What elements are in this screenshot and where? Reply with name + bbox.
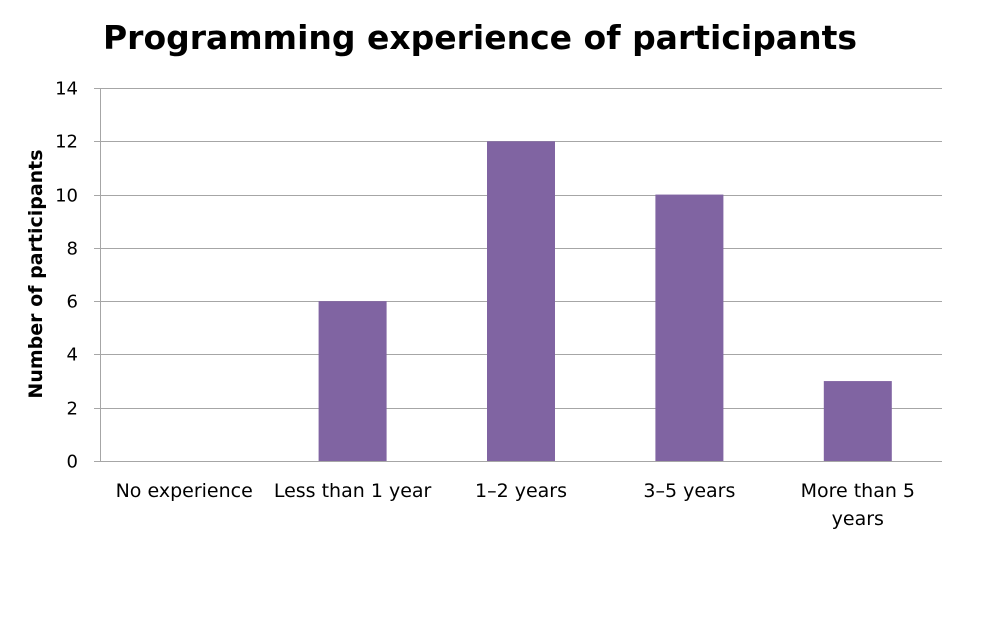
y-tick-labels: 0 2 4 6 8 10 12 14 xyxy=(55,79,78,473)
bar xyxy=(487,141,555,461)
x-tick-labels: No experience Less than 1 year 1–2 years 3–… xyxy=(116,480,915,530)
x-tick-label: More than 5 xyxy=(801,480,915,502)
y-tick-label: 14 xyxy=(55,79,78,100)
x-tick-label: years xyxy=(832,508,884,530)
y-tick-label: 2 xyxy=(67,399,78,420)
x-tick-label: Less than 1 year xyxy=(274,480,432,502)
x-tick-label: 3–5 years xyxy=(643,480,735,502)
y-tick-label: 8 xyxy=(67,239,78,260)
y-axis-label: Number of participants xyxy=(25,149,47,398)
y-tick-label: 6 xyxy=(67,292,78,313)
y-tick-label: 12 xyxy=(55,132,78,153)
y-tick-label: 4 xyxy=(67,345,78,366)
bar xyxy=(655,195,723,461)
y-tick-label: 0 xyxy=(67,452,78,473)
x-tick-label: No experience xyxy=(116,480,253,502)
chart-title: Programming experience of participants xyxy=(103,18,857,57)
y-tick-label: 10 xyxy=(55,186,78,207)
bar xyxy=(319,301,387,461)
bar xyxy=(824,381,892,461)
x-tick-label: 1–2 years xyxy=(475,480,567,502)
